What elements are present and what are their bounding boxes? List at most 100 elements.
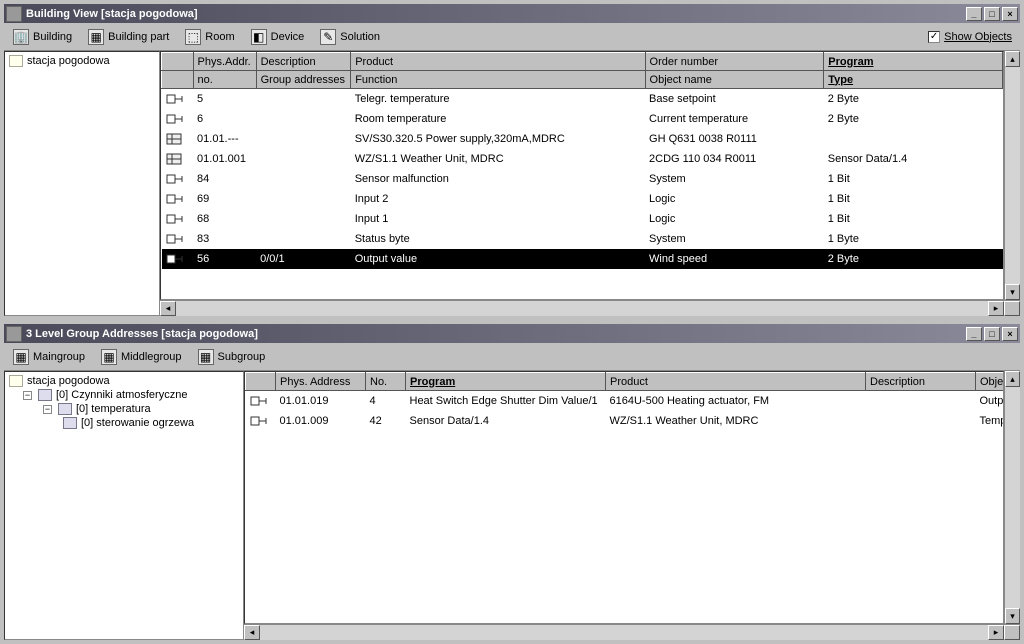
cell-type: 1 Bit — [824, 189, 1003, 209]
titlebar[interactable]: Building View [stacja pogodowa] _ □ × — [4, 4, 1020, 23]
row-icon-cell — [162, 89, 194, 109]
col-no[interactable]: no. — [193, 71, 256, 89]
scroll-right-icon[interactable]: ▸ — [988, 301, 1004, 316]
cell-type: 1 Bit — [824, 209, 1003, 229]
cell-object-name: Logic — [645, 189, 824, 209]
horizontal-scrollbar[interactable]: ◂ ▸ — [244, 624, 1020, 640]
minimize-button[interactable]: _ — [966, 327, 982, 341]
header-row-2[interactable]: no. Group addresses Function Object name… — [162, 71, 1003, 89]
col-order-number[interactable]: Order number — [645, 53, 824, 71]
cell-phys-address: 01.01.009 — [276, 411, 366, 431]
cell-object-name: Wind speed — [645, 249, 824, 269]
device-button[interactable]: ◧Device — [244, 26, 312, 48]
col-group-addresses[interactable]: Group addresses — [256, 71, 351, 89]
app-icon — [6, 6, 22, 22]
group-icon — [58, 403, 72, 415]
tree-root[interactable]: stacja pogodowa — [7, 54, 157, 68]
tree-item[interactable]: [0] sterowanie ogrzewa — [7, 416, 241, 430]
table-row[interactable]: 01.01.00942Sensor Data/1.4WZ/S1.1 Weathe… — [246, 411, 1005, 431]
vertical-scrollbar[interactable]: ▴ ▾ — [1004, 371, 1020, 624]
scroll-down-icon[interactable]: ▾ — [1005, 608, 1020, 624]
cell-function: Status byte — [351, 229, 645, 249]
col-phys-addr[interactable]: Phys.Addr. — [193, 53, 256, 71]
col-icon[interactable] — [162, 53, 194, 71]
table-row[interactable]: 69Input 2Logic1 Bit — [162, 189, 1003, 209]
header-row-1[interactable]: Phys.Addr. Description Product Order num… — [162, 53, 1003, 71]
scroll-left-icon[interactable]: ◂ — [244, 625, 260, 640]
col-object-name[interactable]: Object name — [976, 373, 1005, 391]
building-button[interactable]: 🏢Building — [6, 26, 79, 48]
cell-group-addresses — [256, 209, 351, 229]
table-row[interactable]: 01.01.0194Heat Switch Edge Shutter Dim V… — [246, 391, 1005, 411]
close-button[interactable]: × — [1002, 327, 1018, 341]
subgroup-button[interactable]: ▦Subgroup — [191, 346, 273, 368]
building-part-button[interactable]: ▦Building part — [81, 26, 176, 48]
solution-button[interactable]: ✎Solution — [313, 26, 387, 48]
vertical-scrollbar[interactable]: ▴ ▾ — [1004, 51, 1020, 300]
maximize-button[interactable]: □ — [984, 327, 1000, 341]
col-no[interactable]: No. — [366, 373, 406, 391]
grid[interactable]: Phys.Addr. Description Product Order num… — [160, 51, 1004, 300]
grid[interactable]: Phys. Address No. Program Product Descri… — [244, 371, 1004, 624]
scroll-up-icon[interactable]: ▴ — [1005, 371, 1020, 387]
col-program[interactable]: Program — [824, 53, 1003, 71]
cell-order-number: 2CDG 110 034 R0011 — [645, 149, 824, 169]
col-description[interactable]: Description — [256, 53, 351, 71]
cell-program: Sensor Data/1.4 — [824, 149, 1003, 169]
col-program[interactable]: Program — [406, 373, 606, 391]
folder-icon — [9, 375, 23, 387]
table-row[interactable]: 6Room temperatureCurrent temperature2 By… — [162, 109, 1003, 129]
scroll-left-icon[interactable]: ◂ — [160, 301, 176, 316]
row-icon-cell — [162, 169, 194, 189]
cell-function: Output value — [351, 249, 645, 269]
titlebar[interactable]: 3 Level Group Addresses [stacja pogodowa… — [4, 324, 1020, 343]
tree-item[interactable]: −[0] Czynniki atmosferyczne — [7, 388, 241, 402]
table-row[interactable]: 68Input 1Logic1 Bit — [162, 209, 1003, 229]
col-icon[interactable] — [246, 373, 276, 391]
col-product[interactable]: Product — [351, 53, 645, 71]
building-view-window: Building View [stacja pogodowa] _ □ × 🏢B… — [2, 2, 1022, 318]
table-row[interactable]: 01.01.001WZ/S1.1 Weather Unit, MDRC2CDG … — [162, 149, 1003, 169]
scroll-right-icon[interactable]: ▸ — [988, 625, 1004, 640]
tree-item[interactable]: stacja pogodowa — [7, 374, 241, 388]
close-button[interactable]: × — [1002, 7, 1018, 21]
horizontal-scrollbar[interactable]: ◂ ▸ — [160, 300, 1020, 316]
room-button[interactable]: ⬚Room — [178, 26, 241, 48]
show-objects-checkbox[interactable]: ✓ Show Objects — [928, 31, 1018, 43]
col-description[interactable]: Description — [866, 373, 976, 391]
col-product[interactable]: Product — [606, 373, 866, 391]
cell-program: Heat Switch Edge Shutter Dim Value/1 — [406, 391, 606, 411]
cell-object-name: System — [645, 229, 824, 249]
scroll-down-icon[interactable]: ▾ — [1005, 284, 1020, 300]
table-row[interactable]: 83Status byteSystem1 Byte — [162, 229, 1003, 249]
col-function[interactable]: Function — [351, 71, 645, 89]
header-row[interactable]: Phys. Address No. Program Product Descri… — [246, 373, 1005, 391]
middlegroup-button[interactable]: ▦Middlegroup — [94, 346, 189, 368]
maingroup-button[interactable]: ▦Maingroup — [6, 346, 92, 368]
table-row[interactable]: 560/0/1Output valueWind speed2 Byte — [162, 249, 1003, 269]
maximize-button[interactable]: □ — [984, 7, 1000, 21]
cell-no: 6 — [193, 109, 256, 129]
tree-item[interactable]: −[0] temperatura — [7, 402, 241, 416]
table-row[interactable]: 5Telegr. temperatureBase setpoint2 Byte — [162, 89, 1003, 109]
scroll-up-icon[interactable]: ▴ — [1005, 51, 1020, 67]
tree-pane[interactable]: stacja pogodowa — [4, 51, 160, 316]
row-icon-cell — [162, 109, 194, 129]
cell-product: SV/S30.320.5 Power supply,320mA,MDRC — [351, 129, 645, 149]
tree-pane[interactable]: stacja pogodowa−[0] Czynniki atmosferycz… — [4, 371, 244, 640]
cell-function: Room temperature — [351, 109, 645, 129]
cell-program — [824, 129, 1003, 149]
table-row[interactable]: 01.01.---SV/S30.320.5 Power supply,320mA… — [162, 129, 1003, 149]
minimize-button[interactable]: _ — [966, 7, 982, 21]
object-icon — [166, 212, 184, 226]
expander-icon[interactable]: − — [23, 391, 32, 400]
room-button-label: Room — [205, 31, 234, 43]
col-type[interactable]: Type — [824, 71, 1003, 89]
cell-function: Input 1 — [351, 209, 645, 229]
table-row[interactable]: 84Sensor malfunctionSystem1 Bit — [162, 169, 1003, 189]
expander-icon[interactable]: − — [43, 405, 52, 414]
col-object-name[interactable]: Object name — [645, 71, 824, 89]
middlegroup-button-label: Middlegroup — [121, 351, 182, 363]
col-phys-address[interactable]: Phys. Address — [276, 373, 366, 391]
col-icon[interactable] — [162, 71, 194, 89]
